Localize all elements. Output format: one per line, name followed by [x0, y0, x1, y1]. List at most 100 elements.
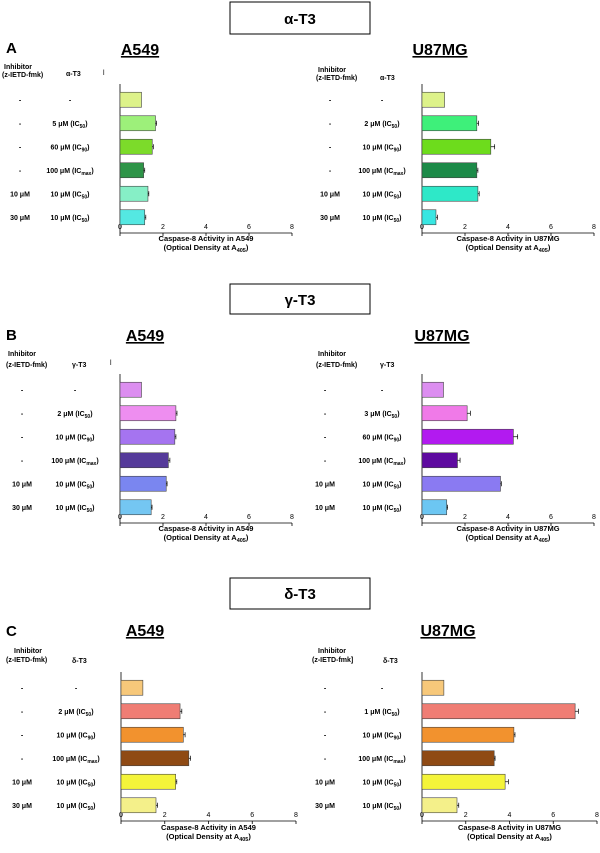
inhibitor-label: 30 μM	[12, 505, 32, 512]
bar	[421, 703, 576, 720]
inhibitor-label: -	[324, 756, 327, 763]
drug-header-c-right: δ-T3	[383, 658, 398, 665]
bar-charts: 0 2 4 6 8 - - - 5 μM (IC50) - 60 μM (IC90) - 100 μM …	[10, 84, 599, 843]
bar	[119, 138, 153, 155]
category-label: 10 μM (IC50)	[56, 803, 95, 812]
inhibitor-label: 30 μM	[12, 803, 32, 810]
category-label: 10 μM (IC90)	[56, 732, 95, 741]
x-tick-label: 8	[290, 224, 294, 231]
category-label: -	[381, 97, 384, 104]
x-tick-label: 6	[250, 812, 254, 819]
bar	[421, 452, 458, 469]
inhibitor-label: -	[19, 168, 22, 175]
bar	[119, 452, 169, 469]
bar	[421, 773, 506, 790]
inhibitor-header-c-right-1: Inhibitor	[318, 648, 346, 655]
row-marker-a-left: l	[103, 70, 105, 77]
x-tick-label: 8	[294, 812, 298, 819]
category-label: 2 μM (IC50)	[364, 121, 399, 130]
category-label: 60 μM (IC90)	[362, 434, 401, 443]
drug-header-b-right: γ-T3	[380, 362, 395, 369]
x-tick-label: 0	[118, 514, 122, 521]
bar	[120, 726, 184, 743]
inhibitor-label: -	[21, 458, 24, 465]
inhibitor-label: -	[21, 411, 24, 418]
category-label: 10 μM (IC50)	[362, 779, 401, 788]
x-tick-label: 6	[247, 514, 251, 521]
section-title-delta: δ-T3	[284, 586, 316, 603]
bar	[421, 726, 515, 743]
chart-5: 0 2 4 6 8 - - - 1 μM (IC50) - 10 μM (IC90) - 100 μM …	[315, 672, 599, 843]
chart-3: 0 2 4 6 8 - - - 3 μM (IC50) - 60 μM (IC90) - 100 μM …	[315, 374, 596, 544]
category-label: 10 μM (IC50)	[50, 191, 89, 200]
inhibitor-label: -	[21, 685, 24, 692]
category-label: -	[381, 387, 384, 394]
inhibitor-header-b-right-2: (z-IETD-fmk)	[316, 362, 357, 369]
x-tick-label: 8	[592, 514, 596, 521]
inhibitor-label: -	[329, 121, 332, 128]
x-axis-label-2: (Optical Density at A405)	[164, 533, 249, 544]
panel-letter-b: B	[6, 327, 17, 344]
category-label: 10 μM (IC50)	[362, 481, 401, 490]
bar	[120, 703, 181, 720]
inhibitor-header-a-right-1: Inhibitor	[318, 67, 346, 74]
category-label: 10 μM (IC50)	[56, 779, 95, 788]
x-axis-label: Caspase-8 Activity in U87MG	[456, 524, 559, 533]
inhibitor-header-a-right-2: (z-IETD-fmk)	[316, 75, 357, 82]
inhibitor-label: -	[324, 709, 327, 716]
inhibitor-header-b-left-1: Inhibitor	[8, 351, 36, 358]
x-tick-label: 2	[163, 812, 167, 819]
category-label: 10 μM (IC50)	[55, 481, 94, 490]
category-label: -	[74, 387, 77, 394]
title-box-gamma	[229, 283, 371, 315]
x-tick-label: 0	[420, 812, 424, 819]
chart-2: 0 2 4 6 8 - - - 2 μM (IC50) - 10 μM (IC90) - 100 μM …	[12, 374, 294, 544]
category-label: 100 μM (ICmax)	[358, 756, 405, 765]
inhibitor-label: 10 μM	[320, 191, 340, 198]
x-tick-label: 2	[463, 224, 467, 231]
panel-letter-c: C	[6, 623, 17, 640]
bar	[119, 428, 176, 445]
inhibitor-label: 10 μM	[315, 481, 335, 488]
x-axis-label-2: (Optical Density at A405)	[164, 243, 249, 254]
x-tick-label: 4	[204, 224, 208, 231]
inhibitor-label: 10 μM	[315, 779, 335, 786]
category-label: 100 μM (ICmax)	[46, 168, 93, 177]
chart-title-a549-alpha: A549	[121, 42, 159, 59]
drug-header-a-left: α-T3	[66, 71, 81, 78]
bar	[120, 679, 144, 696]
inhibitor-header-a-left-1: Inhibitor	[4, 64, 32, 71]
inhibitor-label: -	[19, 121, 22, 128]
inhibitor-label: 10 μM	[12, 481, 32, 488]
bar	[421, 209, 437, 226]
inhibitor-label: 10 μM	[12, 779, 32, 786]
category-label: 2 μM (IC50)	[57, 411, 92, 420]
inhibitor-header-c-right-2: (z-IETD-fmk]	[312, 657, 353, 664]
section-b: γ-T3 B A549 U87MG Inhibitor (z-IETD-fmk)…	[6, 283, 470, 369]
bar	[421, 797, 458, 814]
category-label: 10 μM (IC50)	[55, 505, 94, 514]
inhibitor-header-a-left-2: (z-IETD-fmk)	[2, 72, 43, 79]
category-label: -	[381, 685, 384, 692]
bar	[421, 679, 445, 696]
inhibitor-label: -	[324, 458, 327, 465]
section-a: α-T3 A A549 U87MG Inhibitor (z-IETD-fmk)…	[2, 1, 468, 82]
title-box-alpha	[229, 1, 371, 35]
bar	[119, 381, 142, 398]
bar	[119, 185, 149, 202]
inhibitor-label: 10 μM	[315, 505, 335, 512]
title-box-delta	[229, 577, 371, 610]
inhibitor-label: 30 μM	[10, 215, 30, 222]
x-tick-label: 0	[118, 224, 122, 231]
category-label: 60 μM (IC90)	[50, 144, 89, 153]
chart-title-a549-gamma: A549	[126, 328, 164, 345]
category-label: 100 μM (ICmax)	[358, 168, 405, 177]
section-title-alpha: α-T3	[284, 11, 316, 28]
category-label: 5 μM (IC50)	[52, 121, 87, 130]
x-tick-label: 4	[506, 224, 510, 231]
inhibitor-label: -	[329, 168, 332, 175]
x-axis-label-2: (Optical Density at A405)	[466, 533, 551, 544]
x-tick-label: 0	[420, 514, 424, 521]
inhibitor-label: -	[324, 411, 327, 418]
category-label: 10 μM (IC50)	[362, 191, 401, 200]
